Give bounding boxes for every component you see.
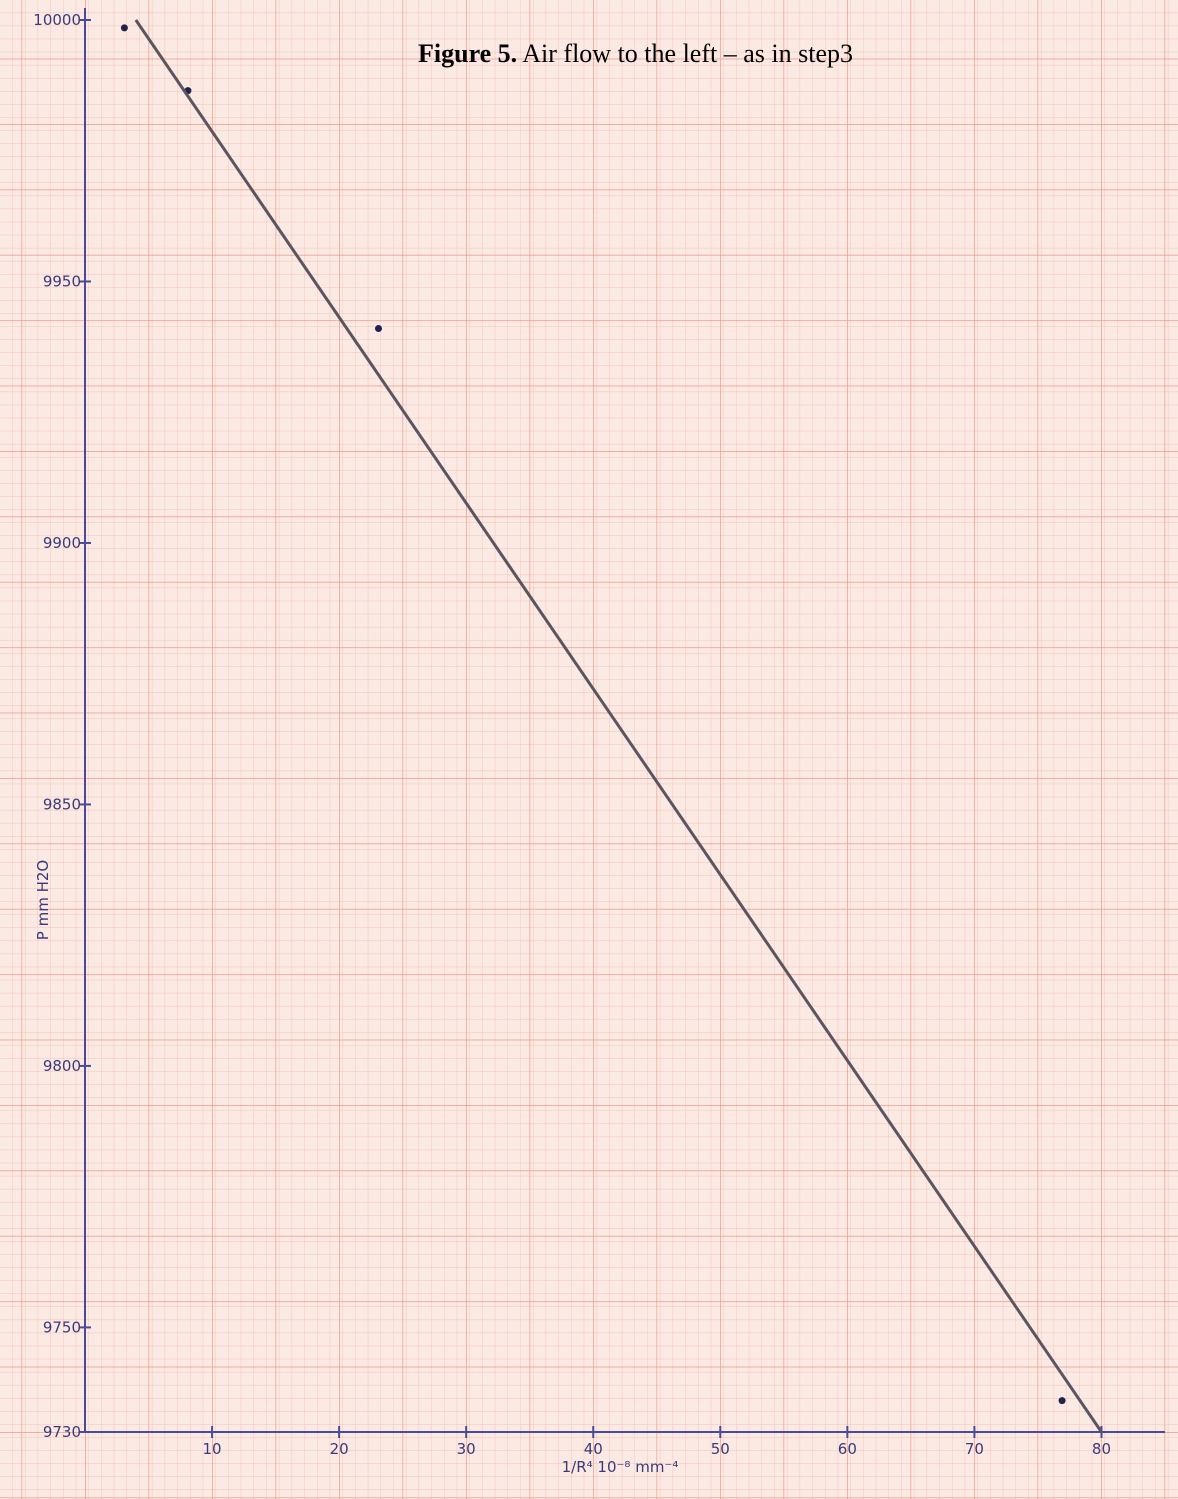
x-tick-label: 70 — [965, 1440, 984, 1458]
y-tick-label: 9750 — [43, 1318, 81, 1336]
y-axis-label: P mm H2O — [34, 860, 52, 940]
x-tick-label: 80 — [1092, 1440, 1111, 1458]
data-point — [1059, 1397, 1066, 1404]
x-tick-label: 50 — [711, 1440, 730, 1458]
x-tick-label: 20 — [330, 1440, 349, 1458]
data-point — [375, 325, 382, 332]
title-text: Air flow to the left – as in step3 — [522, 39, 853, 68]
y-tick-label: 9850 — [43, 795, 81, 813]
y-tick-label: 10000 — [33, 11, 81, 29]
chart-title: Figure 5. Air flow to the left – as in s… — [418, 39, 853, 68]
y-tick-label: 9900 — [43, 534, 81, 552]
page: Figure 5. Air flow to the left – as in s… — [0, 0, 1178, 1499]
x-axis-label: 1/R⁴ 10⁻⁸ mm⁻⁴ — [562, 1458, 679, 1476]
y-tick-label: 9730 — [43, 1423, 81, 1441]
y-tick-label: 9950 — [43, 272, 81, 290]
y-tick-label: 9800 — [43, 1057, 81, 1075]
x-tick-label: 10 — [203, 1440, 222, 1458]
x-tick-label: 30 — [457, 1440, 476, 1458]
chart: Figure 5. Air flow to the left – as in s… — [0, 0, 1178, 1499]
paper-grid-major — [0, 0, 1178, 1499]
title-label: Figure 5. — [418, 39, 517, 68]
x-tick-label: 60 — [838, 1440, 857, 1458]
data-point — [121, 24, 128, 31]
x-tick-label: 40 — [584, 1440, 603, 1458]
